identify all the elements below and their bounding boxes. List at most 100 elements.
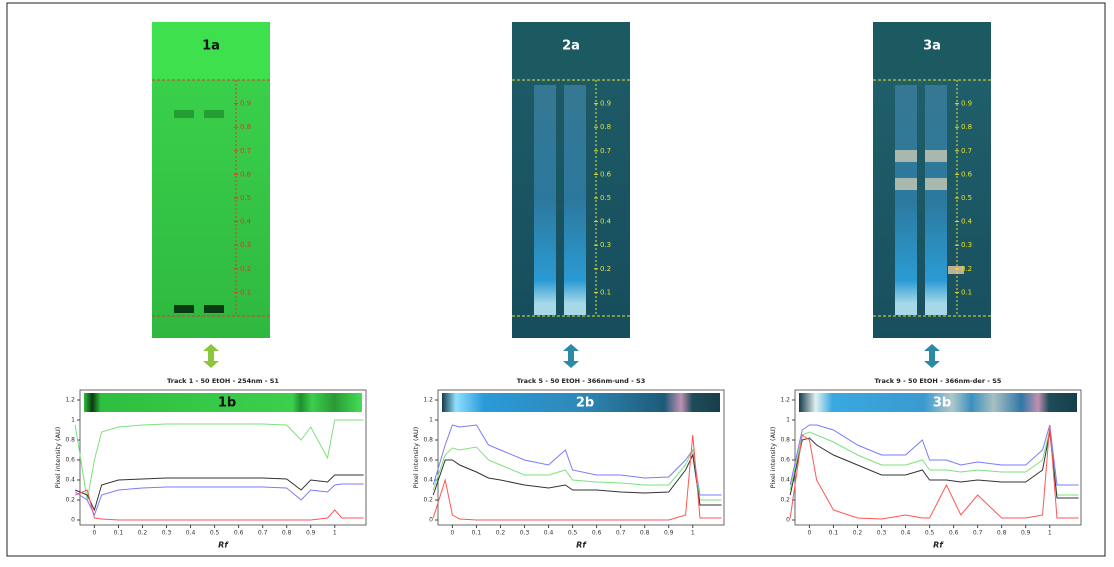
rf-tick-label: 0.3 <box>240 241 251 249</box>
rf-tick-label: 0.1 <box>240 288 251 296</box>
x-tick-label: 0 <box>93 530 97 537</box>
y-tick-label: 1.2 <box>65 397 75 404</box>
rf-tick-label: 0.6 <box>240 170 252 178</box>
y-tick-label: 0.6 <box>423 457 433 464</box>
x-tick-label: 0.7 <box>616 530 626 537</box>
rf-tick-label: 0.1 <box>600 288 611 296</box>
y-tick-label: 1 <box>71 417 75 424</box>
y-axis-label: Pixel intensity (AU) <box>412 427 420 489</box>
panel-label: 3b <box>933 396 951 411</box>
y-tick-label: 0 <box>71 517 75 524</box>
x-tick-label: 0.6 <box>234 530 244 537</box>
lane-band <box>925 150 947 162</box>
lane <box>925 85 947 315</box>
chart-title: Track 1 - 50 EtOH - 254nm - S1 <box>167 377 279 385</box>
x-tick-label: 0.5 <box>925 530 935 537</box>
y-tick-label: 0 <box>786 517 790 524</box>
y-tick-label: 0.8 <box>423 437 433 444</box>
y-tick-label: 1 <box>429 417 433 424</box>
y-tick-label: 0.6 <box>780 457 790 464</box>
y-tick-label: 0.2 <box>65 497 75 504</box>
y-tick-label: 1.2 <box>423 397 433 404</box>
x-tick-label: 0.4 <box>544 530 554 537</box>
y-tick-label: 0 <box>429 517 433 524</box>
y-axis-label: Pixel intensity (AU) <box>54 427 62 489</box>
rf-tick-label: 0.8 <box>240 123 251 131</box>
rf-tick-label: 0.8 <box>961 123 972 131</box>
y-tick-label: 0.2 <box>780 497 790 504</box>
x-axis-label: Rf <box>218 541 229 550</box>
x-tick-label: 0.5 <box>568 530 578 537</box>
x-tick-label: 0.9 <box>306 530 316 537</box>
lane-band <box>895 150 917 162</box>
lane-band <box>204 305 224 313</box>
lane-band <box>895 178 917 190</box>
panel-label: 2b <box>576 396 594 411</box>
rf-tick-label: 0.5 <box>961 194 972 202</box>
x-tick-label: 0.7 <box>258 530 268 537</box>
x-tick-label: 0.8 <box>282 530 292 537</box>
lane <box>895 85 917 315</box>
x-tick-label: 0 <box>808 530 812 537</box>
lane-band <box>925 178 947 190</box>
x-tick-label: 0.2 <box>496 530 506 537</box>
rf-tick-label: 0.7 <box>961 147 972 155</box>
rf-tick-label: 0.3 <box>600 241 611 249</box>
rf-tick-label: 0.5 <box>600 194 611 202</box>
y-tick-label: 0.4 <box>423 477 433 484</box>
figure: 1a 0.1 0.2 0.3 0.4 0.5 0.6 0.7 0.8 0.9 2a 0.1 0.2 0.3… <box>0 0 1114 563</box>
x-tick-label: 0.1 <box>472 530 482 537</box>
y-tick-label: 0.8 <box>780 437 790 444</box>
rf-tick-label: 0.9 <box>600 100 611 108</box>
y-tick-label: 1.2 <box>780 397 790 404</box>
lane-band <box>174 305 194 313</box>
rf-tick-label: 0.7 <box>600 147 611 155</box>
plate <box>152 80 270 338</box>
y-tick-label: 0.8 <box>65 437 75 444</box>
x-tick-label: 0.6 <box>949 530 959 537</box>
rf-tick-label: 0.4 <box>961 218 973 226</box>
x-axis-label: Rf <box>933 541 944 550</box>
y-tick-label: 0.2 <box>423 497 433 504</box>
y-tick-label: 1 <box>786 417 790 424</box>
x-tick-label: 0.5 <box>210 530 220 537</box>
x-tick-label: 0.2 <box>138 530 148 537</box>
x-tick-label: 0.3 <box>520 530 530 537</box>
x-tick-label: 0.1 <box>114 530 124 537</box>
lane-band <box>174 110 194 118</box>
rf-tick-label: 0.4 <box>240 218 252 226</box>
x-tick-label: 0 <box>451 530 455 537</box>
x-tick-label: 1 <box>1048 530 1052 537</box>
x-tick-label: 0.8 <box>640 530 650 537</box>
panel-label: 1b <box>218 396 236 411</box>
rf-tick-label: 0.5 <box>240 194 251 202</box>
plate-label: 2a <box>562 39 580 54</box>
x-tick-label: 0.7 <box>973 530 983 537</box>
rf-tick-label: 0.6 <box>961 170 973 178</box>
rf-tick-label: 0.1 <box>961 288 972 296</box>
rf-tick-label: 0.8 <box>600 123 611 131</box>
chart-title: Track 5 - 50 EtOH - 366nm-und - S3 <box>517 377 646 385</box>
x-tick-label: 0.1 <box>829 530 839 537</box>
x-tick-label: 1 <box>333 530 337 537</box>
rf-tick-label: 0.2 <box>600 265 611 273</box>
x-tick-label: 0.2 <box>853 530 863 537</box>
y-tick-label: 0.4 <box>65 477 75 484</box>
plate-label: 1a <box>202 39 220 54</box>
chart-title: Track 9 - 50 EtOH - 366nm-der - S5 <box>875 377 1002 385</box>
x-tick-label: 0.9 <box>1021 530 1031 537</box>
x-axis-label: Rf <box>576 541 587 550</box>
x-tick-label: 0.9 <box>664 530 674 537</box>
plate-label: 3a <box>923 39 941 54</box>
rf-tick-label: 0.7 <box>240 147 251 155</box>
rf-tick-label: 0.4 <box>600 218 612 226</box>
rf-tick-label: 0.3 <box>961 241 972 249</box>
rf-tick-label: 0.9 <box>961 100 972 108</box>
x-tick-label: 1 <box>691 530 695 537</box>
x-tick-label: 0.3 <box>162 530 172 537</box>
lane <box>564 85 586 315</box>
y-tick-label: 0.6 <box>65 457 75 464</box>
x-tick-label: 0.4 <box>186 530 196 537</box>
x-tick-label: 0.4 <box>901 530 911 537</box>
x-tick-label: 0.6 <box>592 530 602 537</box>
